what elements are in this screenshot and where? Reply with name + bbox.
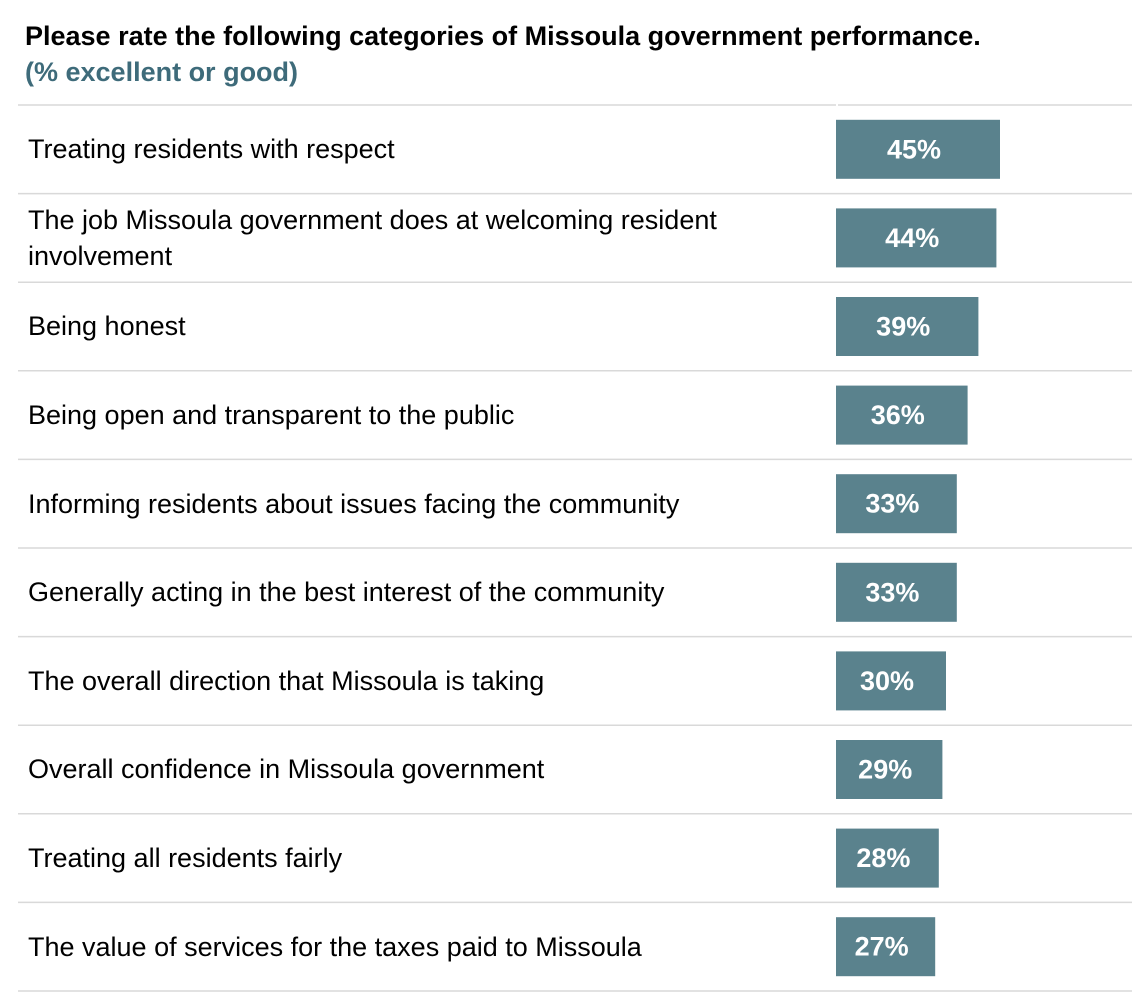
bar (836, 562, 957, 622)
category-label: Being open and transparent to the public (28, 400, 515, 431)
category-label: The job Missoula government does at welc… (28, 204, 717, 271)
bar-value-label: 45% (887, 134, 941, 164)
bar (836, 651, 946, 711)
chart-title: Please rate the following categories of … (25, 18, 1115, 90)
bar-value-label: 39% (876, 312, 930, 342)
bar (836, 119, 1000, 179)
bar-value-label: 33% (865, 489, 919, 519)
bar (836, 740, 943, 799)
bar (836, 474, 957, 534)
category-label: Treating residents with respect (28, 134, 395, 165)
bar-value-label: 29% (858, 755, 912, 785)
category-label: Informing residents about issues facing … (28, 488, 680, 519)
bar (836, 208, 997, 268)
bar-value-label: 36% (871, 400, 925, 430)
bar-value-label: 33% (865, 577, 919, 607)
category-label: Treating all residents fairly (28, 843, 343, 874)
bar (836, 297, 979, 356)
category-label: Being honest (28, 311, 186, 342)
category-label: The value of services for the taxes paid… (28, 931, 642, 962)
bar-value-label: 27% (855, 932, 909, 962)
bar (836, 917, 936, 977)
chart-subtitle: (% excellent or good) (25, 57, 299, 87)
bar-value-label: 30% (860, 666, 914, 696)
chart-title-text: Please rate the following categories of … (25, 21, 981, 51)
category-label: The overall direction that Missoula is t… (28, 665, 545, 696)
category-label: Generally acting in the best interest of… (28, 577, 665, 608)
bar (836, 828, 939, 888)
bar (836, 385, 968, 445)
category-label: Overall confidence in Missoula governmen… (28, 754, 545, 785)
bar-value-label: 44% (885, 223, 939, 253)
bar-value-label: 28% (856, 843, 910, 873)
